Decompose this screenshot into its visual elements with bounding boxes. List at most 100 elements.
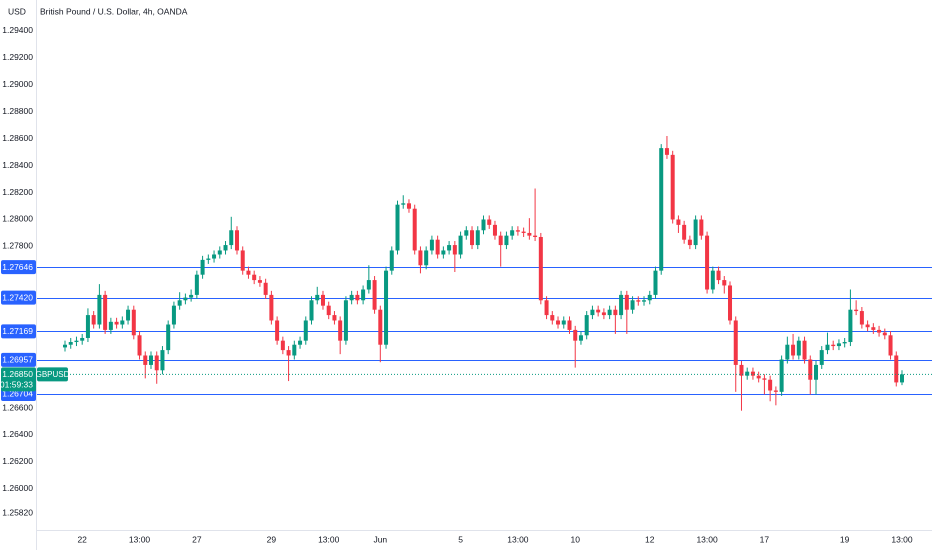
y-tick-label: 1.26000 [2,483,33,493]
y-tick-label: 1.28200 [2,187,33,197]
candle-body [533,235,538,237]
x-tick-label: Jun [373,534,387,544]
countdown: 01:59:33 [0,380,33,390]
candle-body [114,321,119,325]
candle-body [624,294,629,310]
candle-body [699,219,704,236]
candle-body [676,219,681,225]
candle-body [275,320,280,341]
candle-body [802,340,807,360]
y-tick-label: 1.28400 [2,160,33,170]
level-label: 1.27420 [2,292,33,302]
candle-body [108,321,113,330]
y-tick-label: 1.28800 [2,106,33,116]
y-tick-label: 1.28000 [2,214,33,224]
candle-body [722,280,727,286]
candle-body [103,294,108,330]
level-label-box [1,352,36,367]
candle-body [687,239,692,246]
candle-body [389,250,394,271]
candle-body [269,294,274,321]
candle-body [796,340,801,356]
candle-body [619,294,624,316]
candle-body [521,231,526,233]
candle-body [607,309,612,316]
candle-body [550,315,555,321]
candle-body [223,245,228,251]
x-tick-label: 17 [760,534,770,544]
candle-body [510,230,515,236]
candle-body [636,300,641,302]
candle-body [888,335,893,356]
candle-body [762,378,767,380]
candle-body [303,320,308,341]
x-tick-label: 22 [77,534,87,544]
candle-body [750,371,755,376]
candle-body [441,250,446,255]
candle-body [131,309,136,336]
candle-body [240,250,245,271]
candle-body [756,375,761,379]
candle-body [62,344,68,348]
candle-body [406,203,411,209]
x-tick-label: 5 [458,534,463,544]
candle-body [229,230,234,246]
current-price-box [1,367,36,392]
candle-body [257,280,262,283]
candle-body [613,309,618,316]
y-tick-label: 1.26400 [2,429,33,439]
candle-body [590,309,595,316]
candle-body [567,320,572,330]
candle-body [338,320,343,341]
candle-body [166,324,171,351]
level-label: 1.27169 [2,326,33,336]
candle-body [470,230,475,246]
candle-body [435,239,440,255]
x-tick-label: 19 [840,534,850,544]
x-tick-label: 13:00 [891,534,913,544]
candle-body [682,224,687,240]
candle-body [492,224,497,236]
candle-body [378,309,383,345]
candle-body [716,270,721,281]
candle-body [280,340,285,351]
candle-body [206,258,211,260]
level-label-box [1,324,36,339]
candle-body [779,359,784,392]
y-tick-label: 1.29200 [2,52,33,62]
candle-body [831,344,836,347]
candle-body [246,270,251,275]
candle-body [183,297,188,301]
symbol-tag [37,367,68,382]
candle-body [808,359,813,380]
candle-body [664,148,669,155]
candle-body [733,320,738,365]
current-price-label: 1.26850 [2,369,33,379]
candle-body [659,148,664,271]
level-label-box [1,290,36,305]
candle-body [475,230,480,246]
candle-body [143,355,148,365]
candle-body [556,320,561,325]
candle-body [401,203,406,205]
candle-body [710,270,715,290]
candle-body [596,309,601,313]
candle-body [745,371,750,376]
y-tick-label: 1.26600 [2,402,33,412]
candle-body [361,289,366,301]
candle-body [836,343,841,347]
candle-body [171,305,176,325]
candle-body [395,204,400,251]
currency-label: USD [8,6,26,16]
candle-body [120,320,125,325]
candle-body [194,274,199,295]
chart-title: British Pound / U.S. Dollar, 4h, OANDA [40,6,188,16]
candle-body [326,305,331,316]
candle-body [877,329,882,333]
y-tick-label: 1.29000 [2,79,33,89]
candle-body [464,230,469,236]
candle-body [871,327,876,330]
candle-body [126,309,131,321]
x-tick-label: 13:00 [318,534,340,544]
candle-body [458,235,463,255]
